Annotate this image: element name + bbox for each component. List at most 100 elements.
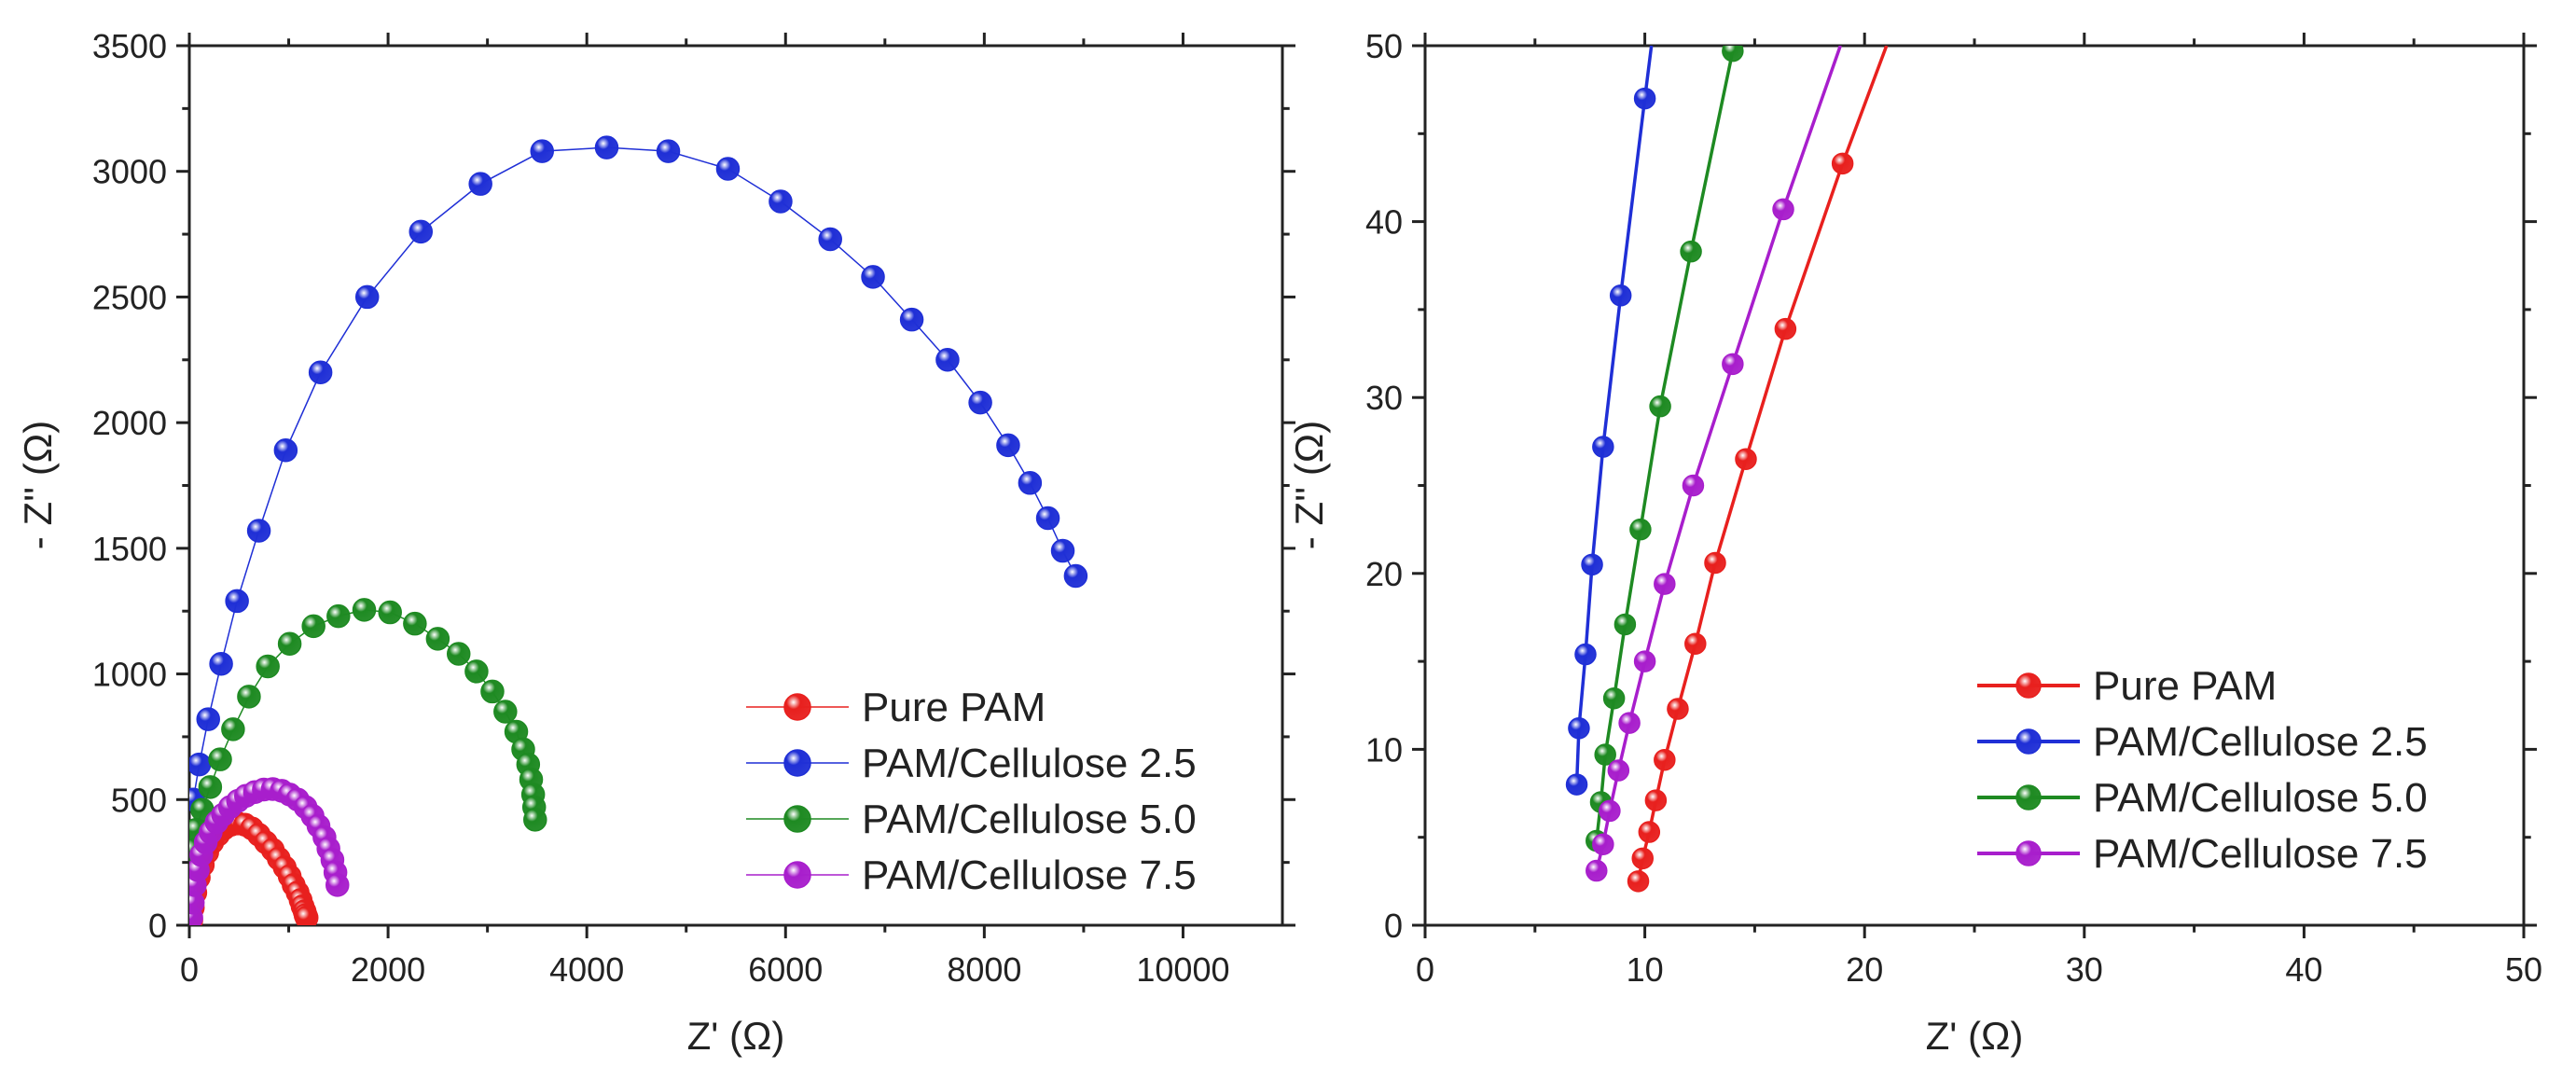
x-tick-label: 10000: [1136, 950, 1229, 989]
data-point: [1613, 613, 1637, 636]
x-tick-label: 20: [1846, 950, 1883, 989]
data-point: [1586, 859, 1608, 882]
series-pam-cellulose-2-5: [1565, 46, 1656, 796]
legend-item-pam-cellulose-5-0: PAM/Cellulose 5.0: [1977, 775, 2428, 821]
data-point: [326, 603, 351, 629]
y-tick-label: 10: [1365, 730, 1403, 769]
data-point: [1592, 833, 1614, 855]
data-point: [1581, 553, 1603, 576]
data-point: [209, 652, 233, 676]
data-point: [715, 157, 741, 181]
data-point: [1638, 821, 1661, 843]
legend: Pure PAM PAM/Cellulose 2.5 PAM/Cellulose 5…: [746, 685, 1197, 898]
y-tick-label: 500: [111, 781, 167, 819]
y-tick-label: 30: [1365, 379, 1403, 417]
legend: Pure PAM PAM/Cellulose 2.5 PAM/Cellulose 5…: [1977, 663, 2428, 877]
series-pam-cellulose-7-5: [189, 777, 350, 925]
data-point: [246, 519, 271, 543]
y-tick-label: 1500: [92, 530, 167, 568]
x-axis-title: Z' (Ω): [1926, 1014, 2024, 1058]
data-point: [378, 600, 402, 625]
legend-marker: [783, 861, 811, 889]
data-point: [861, 265, 885, 289]
data-point: [1568, 717, 1590, 740]
data-point: [425, 627, 450, 651]
legend-label: Pure PAM: [2093, 663, 2277, 709]
data-point: [221, 717, 245, 741]
data-point: [1649, 395, 1671, 418]
y-tick-label: 0: [148, 907, 167, 945]
x-tick-label: 50: [2505, 950, 2542, 989]
data-point: [493, 700, 518, 724]
y-tick-label: 2000: [92, 404, 167, 442]
legend-marker: [2015, 672, 2042, 699]
data-point: [189, 752, 212, 777]
data-point: [1592, 436, 1614, 458]
legend-item-pure-pam: Pure PAM: [1977, 663, 2277, 709]
y-axis-title: - Z'' (Ω): [1287, 421, 1331, 549]
y-axis-title: - Z'' (Ω): [16, 421, 60, 549]
series-line: [1595, 50, 1735, 841]
data-point: [1035, 506, 1060, 531]
y-tick-label: 2500: [92, 278, 167, 316]
x-axis-title: Z' (Ω): [687, 1014, 785, 1058]
series-pam-cellulose-7-5: [1586, 46, 1842, 882]
data-point: [1618, 712, 1641, 734]
data-point: [594, 135, 619, 159]
legend-label: PAM/Cellulose 2.5: [862, 741, 1197, 786]
chart-right-nyquist-zoom: 0 10 20 30 40 50 0 10 20 30 40 50 Z' (Ω) - Z'' (Ω) Pur…: [1287, 27, 2542, 1058]
data-point: [530, 139, 554, 163]
y-tick-label: 3000: [92, 153, 167, 191]
legend-item-pam-cellulose-7-5: PAM/Cellulose 7.5: [1977, 831, 2428, 877]
data-point: [523, 808, 547, 832]
x-tick-label: 0: [1416, 950, 1434, 989]
data-point: [277, 631, 302, 656]
y-tick-label: 20: [1365, 555, 1403, 593]
legend-marker: [2015, 840, 2042, 866]
x-tick-label: 10: [1627, 950, 1664, 989]
data-point: [301, 614, 325, 639]
data-point: [1599, 799, 1621, 823]
data-point: [1633, 650, 1656, 672]
data-point: [409, 219, 434, 244]
data-point: [935, 348, 960, 372]
legend-marker: [2015, 784, 2042, 811]
data-point: [352, 598, 377, 622]
data-point: [468, 172, 492, 196]
data-point: [656, 139, 681, 163]
y-tick-label: 40: [1365, 203, 1403, 242]
data-point: [1684, 632, 1707, 655]
x-tick-label: 40: [2285, 950, 2322, 989]
data-point: [237, 685, 261, 709]
legend-marker: [783, 805, 811, 833]
y-tick-label: 0: [1384, 907, 1403, 945]
data-point: [1631, 847, 1654, 870]
data-point: [1704, 551, 1726, 575]
data-point: [1654, 573, 1676, 595]
x-tick-label: 6000: [748, 950, 823, 989]
legend-label: PAM/Cellulose 7.5: [2093, 831, 2428, 877]
legend-item-pam-cellulose-5-0: PAM/Cellulose 5.0: [746, 797, 1197, 842]
series-line: [1574, 46, 1654, 785]
data-point: [1722, 353, 1744, 376]
data-point: [1050, 538, 1075, 563]
data-point: [1602, 686, 1626, 710]
legend-label: PAM/Cellulose 5.0: [862, 797, 1197, 842]
plot-area: [1565, 46, 1889, 893]
data-point: [899, 307, 924, 332]
legend-marker: [783, 749, 811, 777]
legend-item-pam-cellulose-2-5: PAM/Cellulose 2.5: [746, 741, 1197, 786]
data-point: [208, 747, 232, 771]
y-tick-label: 1000: [92, 656, 167, 694]
legend-label: PAM/Cellulose 5.0: [2093, 775, 2428, 821]
legend-marker: [2015, 728, 2042, 755]
data-point: [1774, 317, 1797, 340]
data-point: [1654, 748, 1676, 771]
series-pam-cellulose-5-0: [1586, 46, 1744, 852]
data-point: [225, 589, 249, 614]
series-pam-cellulose-5-0: [189, 598, 547, 862]
legend-label: Pure PAM: [862, 685, 1046, 730]
data-point: [480, 679, 505, 704]
data-point: [196, 707, 220, 731]
